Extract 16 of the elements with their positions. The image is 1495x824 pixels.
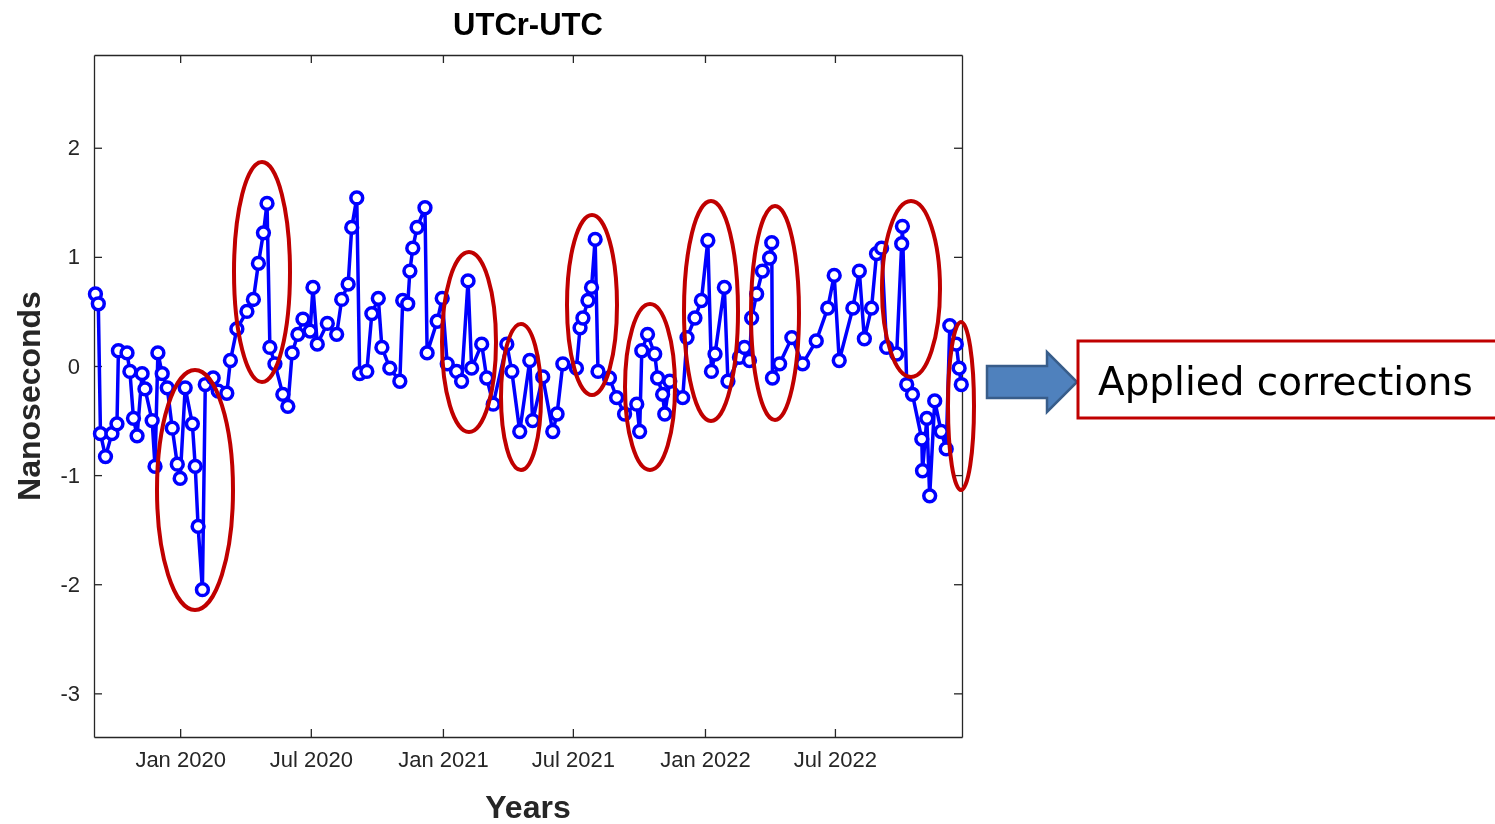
y-tick-label: -2: [60, 571, 80, 597]
y-tick-label: 2: [67, 135, 80, 161]
x-tick-label: Jan 2022: [660, 746, 751, 772]
x-tick-label: Jul 2020: [269, 746, 353, 772]
text: Applied corrections: [1098, 359, 1473, 404]
x-tick-label: Jul 2021: [531, 746, 615, 772]
x-tick-label: Jan 2020: [135, 746, 226, 772]
x-tick-label: Jul 2022: [793, 746, 878, 772]
y-tick-label: -1: [60, 462, 80, 488]
y-tick-label: -3: [60, 680, 80, 706]
chart-title: UTCr-UTC: [453, 7, 603, 42]
x-tick-label: Jan 2021: [398, 746, 489, 772]
y-axis-title: Nanoseconds: [11, 291, 47, 501]
x-axis-title: Years: [485, 789, 571, 824]
y-tick-label: 1: [67, 244, 80, 270]
y-tick-label: 0: [67, 353, 80, 379]
